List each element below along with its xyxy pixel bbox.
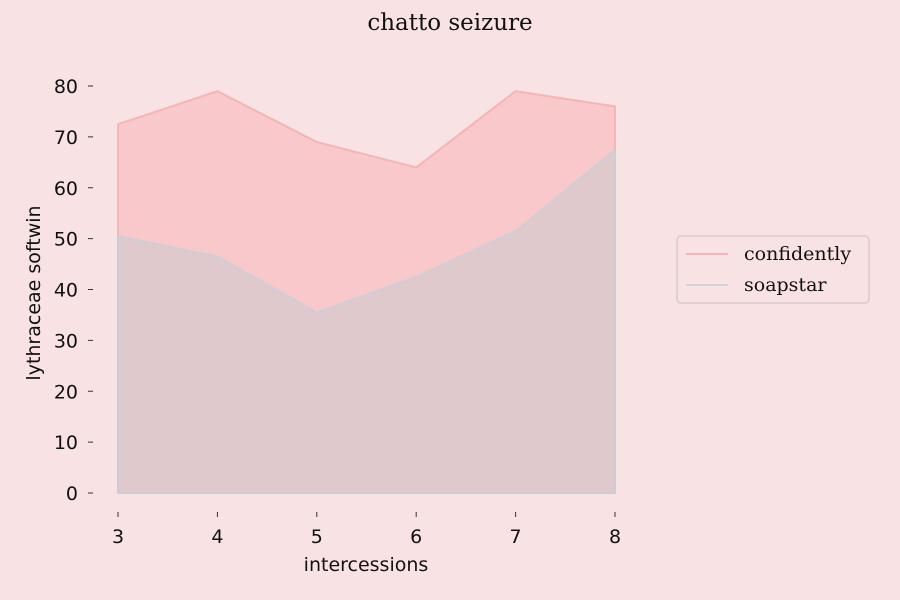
y-tick-label: 20 — [54, 381, 78, 403]
y-tick-label: 70 — [54, 127, 78, 149]
y-axis: 0 10 20 30 40 50 60 70 80 — [54, 76, 93, 505]
x-tick-label: 4 — [211, 526, 223, 548]
legend-label-confidently: confidently — [744, 243, 851, 265]
x-tick-label: 3 — [112, 526, 124, 548]
legend-frame — [676, 235, 870, 304]
area-soapstar — [117, 148, 616, 494]
y-tick-label: 60 — [54, 178, 78, 200]
y-tick-label: 30 — [54, 330, 78, 352]
chart-title: chatto seizure — [367, 10, 532, 36]
legend-label-soapstar: soapstar — [744, 274, 827, 296]
y-tick-label: 40 — [54, 280, 78, 302]
y-axis-label: lythraceae softwin — [23, 205, 45, 380]
x-axis: 3 4 5 6 7 8 — [112, 512, 621, 548]
y-tick-label: 50 — [54, 229, 78, 251]
areas-layer — [117, 90, 616, 494]
legend: confidently soapstar — [676, 235, 870, 304]
x-tick-label: 6 — [410, 526, 422, 548]
x-axis-label: intercessions — [304, 554, 429, 576]
x-tick-label: 5 — [311, 526, 323, 548]
x-tick-label: 8 — [609, 526, 621, 548]
y-tick-label: 80 — [54, 76, 78, 98]
x-tick-label: 7 — [510, 526, 522, 548]
y-tick-label: 0 — [66, 483, 78, 505]
y-tick-label: 10 — [54, 432, 78, 454]
